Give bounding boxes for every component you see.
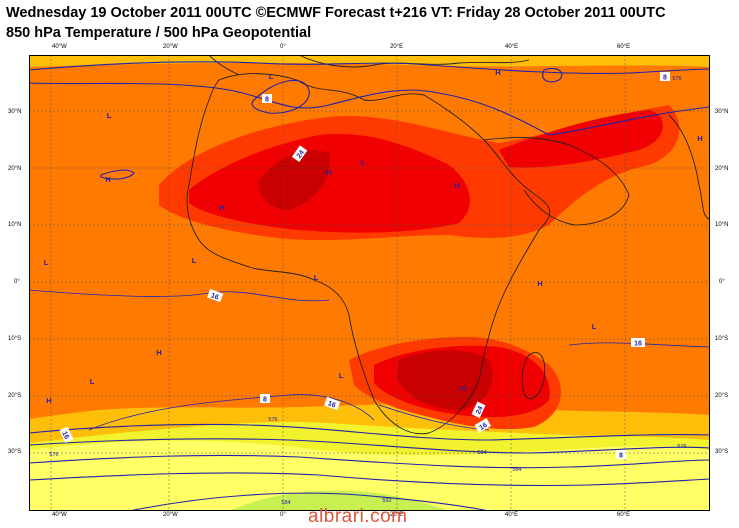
map-frame [29,55,710,511]
lon-label-top: 20°W [163,44,178,50]
lat-label-right: 30°N [715,109,729,115]
weather-map: 24 24 16 16 16 16 [29,55,710,511]
high-pressure-center: H [697,134,702,143]
madagascar-coastline [521,352,546,400]
high-pressure-center: H [537,279,542,288]
geopotential-label: 576 [49,452,58,458]
geopotential-label: 584 [281,500,290,506]
temperature-label: 8 [663,75,667,82]
lon-label-bottom: 0° [280,512,286,518]
temperature-label: 16 [634,341,642,348]
temp-band-hottest [397,350,493,410]
lat-label-right: 20°S [715,393,729,399]
lat-label-right: 20°N [715,166,729,172]
low-pressure-center: L [269,72,274,81]
temperature-label: 8 [263,397,267,404]
temperature-label: 16 [60,430,70,440]
low-pressure-center: L [592,322,597,331]
temp-band-red [189,134,470,233]
low-pressure-center: L [339,371,344,380]
lat-label-right: 30°S [715,449,729,455]
low-pressure-center: L [314,273,319,282]
temperature-label: 16 [327,400,337,409]
temp-band-hottest [258,150,330,210]
lon-label-bottom: 20°W [163,512,178,518]
low-pressure-center: L [90,377,95,386]
lon-label-bottom: 20°E [390,512,404,518]
arabia-coastline [483,137,630,226]
low-pressure-center: L [107,111,112,120]
geopotential-contours [29,61,710,511]
high-pressure-center: H [156,348,161,357]
lon-label-top: 20°E [390,44,404,50]
india-coastline [668,114,710,221]
high-pressure-center: H [454,181,459,190]
field-description: 850 hPa Temperature / 500 hPa Geopotenti… [6,25,312,41]
temperature-label: 24 [296,149,306,159]
high-pressure-center: H [46,396,51,405]
temp-band-green [229,490,449,511]
high-pressure-center: H [326,168,331,177]
lat-label-right: 10°N [715,222,729,228]
geopotential-label: 584 [512,467,521,473]
lon-label-bottom: 40°E [505,512,519,518]
temperature-label: 8 [265,97,269,104]
lat-label-left: 20°N [8,166,22,172]
lon-label-top: 40°E [505,44,519,50]
lon-label-bottom: 40°W [52,512,67,518]
temperature-label: 24 [475,405,485,415]
temp-band-red [499,110,663,168]
lon-label-top: 0° [280,44,286,50]
watermark: albrari.com [308,506,408,527]
low-pressure-center: L [44,258,49,267]
lat-label-right: 10°S [715,336,729,342]
lat-label-left: 10°N [8,222,22,228]
temperature-label: 16 [210,292,220,301]
low-pressure-center: L [192,256,197,265]
graticule [29,55,710,511]
temp-band-pale [29,440,710,511]
lat-label-right: 0° [719,279,725,285]
high-pressure-center: H [105,175,110,184]
low-pressure-center: L [361,158,366,167]
high-pressure-center: H [460,384,465,393]
temperature-label: 16 [478,422,488,432]
lon-label-bottom: 60°E [617,512,631,518]
forecast-title: Wednesday 19 October 2011 00UTC ©ECMWF F… [6,5,666,21]
lat-label-left: 20°S [8,393,22,399]
geopotential-label: 592 [382,498,391,504]
geopotential-label: 576 [268,417,277,423]
geopotential-label: 576 [677,444,686,450]
lat-label-left: 30°N [8,109,22,115]
lat-label-left: 10°S [8,336,22,342]
high-pressure-center: H [495,68,500,77]
geopotential-label: 584 [477,450,486,456]
lon-label-top: 40°W [52,44,67,50]
high-pressure-center: H [219,203,224,212]
lon-label-top: 60°E [617,44,631,50]
lat-label-left: 0° [14,279,20,285]
lat-label-left: 30°S [8,449,22,455]
temperature-label: 8 [619,453,623,460]
africa-coastline [186,73,551,435]
geopotential-label: 576 [672,76,681,82]
